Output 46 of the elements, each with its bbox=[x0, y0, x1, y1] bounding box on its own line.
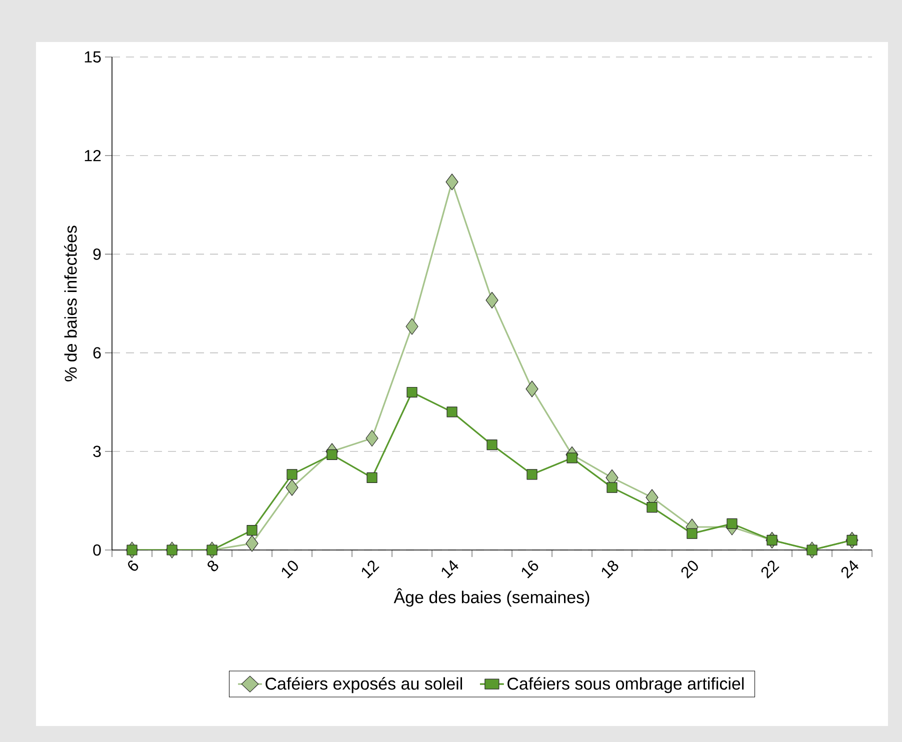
x-tick-label: 10 bbox=[282, 560, 298, 578]
point bbox=[246, 535, 258, 552]
point bbox=[286, 469, 298, 480]
x-tick-label: 24 bbox=[841, 560, 858, 579]
x-tick-label: 8 bbox=[208, 560, 218, 572]
x-tick-label: 16 bbox=[522, 560, 538, 578]
y-tick-label: 12 bbox=[84, 150, 101, 162]
point bbox=[406, 386, 418, 398]
x-tick-label: 18 bbox=[602, 560, 618, 578]
point bbox=[326, 449, 338, 460]
point bbox=[686, 528, 698, 539]
x-tick-label: 22 bbox=[761, 560, 780, 579]
x-tick-label: 6 bbox=[128, 560, 138, 571]
point bbox=[446, 174, 458, 190]
point bbox=[366, 472, 378, 483]
point bbox=[366, 430, 378, 447]
point bbox=[646, 502, 658, 513]
point bbox=[526, 469, 538, 480]
point bbox=[846, 534, 858, 546]
point bbox=[486, 440, 498, 450]
x-tick-label: 20 bbox=[681, 560, 698, 579]
y-tick-label: 6 bbox=[93, 347, 101, 358]
point bbox=[486, 292, 498, 309]
legend-label: Caféiers exposés au soleil bbox=[266, 677, 462, 694]
point bbox=[606, 482, 618, 493]
y-tick-label: 3 bbox=[93, 446, 101, 458]
x-tick-label: 12 bbox=[362, 560, 380, 578]
point bbox=[766, 534, 778, 546]
y-tick-label: 0 bbox=[93, 544, 101, 556]
point bbox=[566, 452, 578, 464]
point bbox=[526, 380, 538, 398]
legend-label: Caféiers sous ombrage artificiel bbox=[508, 677, 744, 694]
point bbox=[206, 544, 218, 556]
point bbox=[166, 544, 178, 556]
y-tick-label: 15 bbox=[84, 51, 101, 63]
point bbox=[126, 544, 138, 556]
point bbox=[406, 318, 418, 335]
y-tick-label: 9 bbox=[93, 248, 101, 260]
point bbox=[726, 518, 738, 530]
point bbox=[286, 479, 298, 496]
x-tick-label: 14 bbox=[442, 560, 458, 578]
point bbox=[446, 406, 458, 418]
x-axis-title: Âge des baies (semaines) bbox=[394, 588, 590, 607]
y-axis-title: % de baies infectées bbox=[64, 226, 77, 382]
point bbox=[246, 524, 258, 536]
point bbox=[806, 544, 818, 556]
